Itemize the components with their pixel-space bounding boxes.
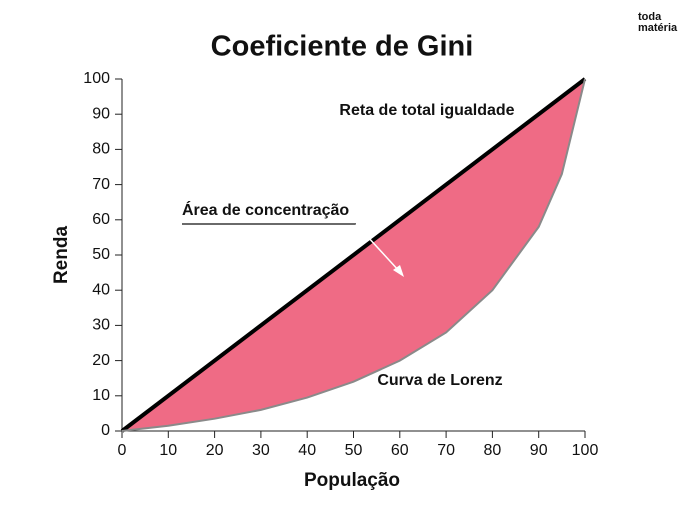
y-tick-label: 0 (101, 422, 110, 439)
x-tick-label: 0 (118, 442, 127, 459)
y-tick-label: 90 (92, 105, 110, 122)
x-tick-label: 70 (437, 442, 455, 459)
y-tick-label: 60 (92, 211, 110, 228)
y-tick-label: 30 (92, 317, 110, 334)
y-tick-label: 50 (92, 246, 110, 263)
x-tick-label: 50 (345, 442, 363, 459)
series-line (120, 77, 587, 433)
annotation-arrow (355, 223, 401, 273)
x-tick-label: 80 (484, 442, 502, 459)
x-tick-label: 40 (298, 442, 316, 459)
annotation: Área de concentração (182, 200, 349, 219)
y-tick-label: 80 (92, 141, 110, 158)
x-tick-label: 20 (206, 442, 224, 459)
y-tick-label: 70 (92, 176, 110, 193)
x-axis-label: População (304, 470, 400, 491)
series-label: Reta de total igualdade (339, 102, 514, 119)
series-label: Curva de Lorenz (377, 372, 502, 389)
x-tick-label: 100 (572, 442, 599, 459)
x-tick-label: 10 (159, 442, 177, 459)
x-tick-label: 30 (252, 442, 270, 459)
y-tick-label: 20 (92, 352, 110, 369)
x-tick-label: 60 (391, 442, 409, 459)
series-line (121, 78, 586, 432)
brand: toda (638, 11, 662, 23)
chart-title: Coeficiente de Gini (211, 31, 474, 63)
annotations: Área de concentração Reta de total igual… (182, 102, 515, 389)
annotation-arrowhead (393, 265, 404, 277)
y-tick-label: 100 (83, 70, 110, 87)
y-axis-label: Renda (51, 226, 72, 285)
y-tick-label: 10 (92, 387, 110, 404)
plot-area: 0 10 20 30 40 50 60 70 80 90 100 0 10 20 30 40 50 60 70 80 9… (83, 70, 598, 459)
x-tick-label: 90 (530, 442, 548, 459)
brand: matéria (638, 22, 678, 34)
y-tick-label: 40 (92, 281, 110, 298)
